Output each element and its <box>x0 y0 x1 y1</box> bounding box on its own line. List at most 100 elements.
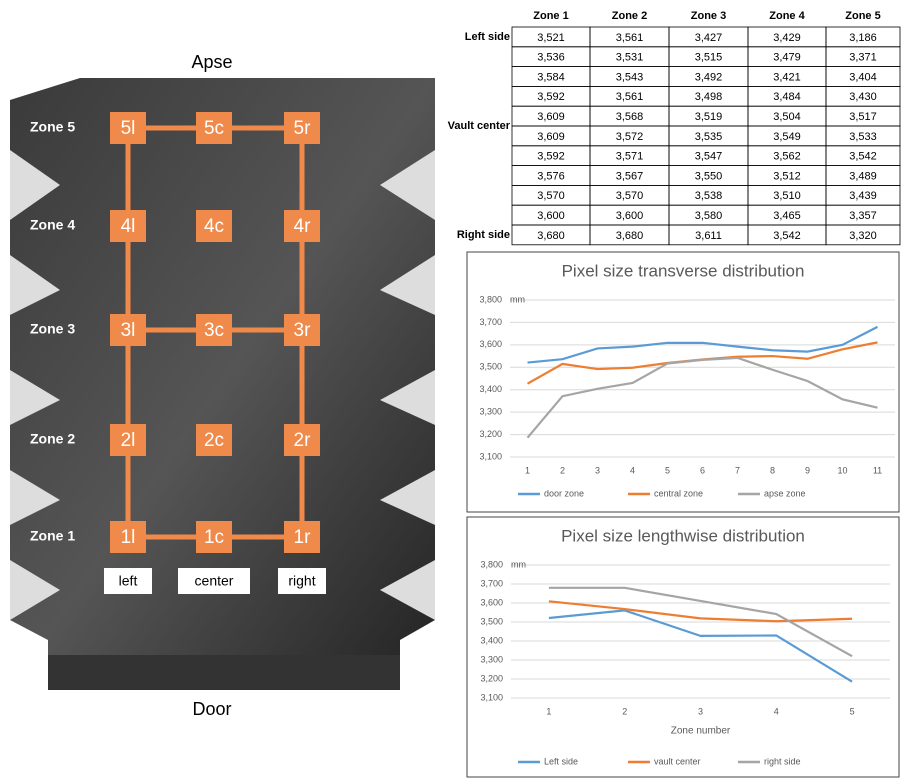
table-value: 3,600 <box>616 210 644 222</box>
y-tick-label: 3,300 <box>480 654 503 664</box>
x-tick-label: 9 <box>805 465 810 475</box>
table-value: 3,429 <box>773 32 801 44</box>
legend-label: apse zone <box>764 488 806 498</box>
x-axis-label: Zone number <box>671 726 731 737</box>
vault-photo <box>10 78 435 690</box>
table-value: 3,609 <box>537 111 565 123</box>
table-value: 3,542 <box>849 151 877 163</box>
table-value: 3,517 <box>849 111 877 123</box>
table-value: 3,570 <box>537 190 565 202</box>
table-value: 3,570 <box>616 190 644 202</box>
table-value: 3,549 <box>773 131 801 143</box>
table-value: 3,576 <box>537 170 565 182</box>
table-value: 3,536 <box>537 52 565 64</box>
y-axis-unit: mm <box>511 559 526 569</box>
x-tick-label: 11 <box>873 465 882 475</box>
y-tick-label: 3,200 <box>479 429 502 439</box>
zone-label: Zone 3 <box>30 321 75 337</box>
table-value: 3,357 <box>849 210 877 222</box>
table-value: 3,519 <box>695 111 723 123</box>
legend-label: door zone <box>544 488 584 498</box>
table-value: 3,421 <box>773 71 801 83</box>
zone-label: Zone 5 <box>30 119 75 135</box>
table-value: 3,521 <box>537 32 565 44</box>
door-label: Door <box>192 699 231 719</box>
table-value: 3,531 <box>616 52 644 64</box>
y-tick-label: 3,100 <box>479 451 502 461</box>
table-value: 3,533 <box>849 131 877 143</box>
x-tick-label: 5 <box>850 706 855 716</box>
table-value: 3,439 <box>849 190 877 202</box>
table-value: 3,510 <box>773 190 801 202</box>
table-value: 3,680 <box>616 230 644 242</box>
apse-label: Apse <box>191 52 232 72</box>
table-value: 3,611 <box>695 230 722 242</box>
column-label: center <box>195 573 234 589</box>
table-header: Zone 3 <box>691 10 726 22</box>
column-label: left <box>119 573 138 589</box>
table-value: 3,592 <box>537 151 565 163</box>
legend-label: vault center <box>654 756 701 766</box>
x-tick-label: 6 <box>700 465 705 475</box>
node-label: 1r <box>294 527 312 548</box>
legend-label: Left side <box>544 756 578 766</box>
table-value: 3,538 <box>695 190 723 202</box>
node-label: 5l <box>121 118 136 139</box>
node-label: 3c <box>204 320 224 341</box>
x-tick-label: 7 <box>735 465 740 475</box>
table-value: 3,547 <box>695 151 723 163</box>
y-tick-label: 3,800 <box>480 559 503 569</box>
row-label: Vault center <box>448 120 511 132</box>
row-label: Right side <box>457 229 510 241</box>
table-value: 3,543 <box>616 71 644 83</box>
table-header: Zone 2 <box>612 10 647 22</box>
table-value: 3,580 <box>695 210 723 222</box>
table-value: 3,561 <box>616 32 644 44</box>
x-tick-label: 10 <box>837 465 847 475</box>
node-label: 5c <box>204 118 224 139</box>
node-label: 3l <box>121 320 136 341</box>
y-tick-label: 3,200 <box>480 673 503 683</box>
node-label: 5r <box>294 118 312 139</box>
chart-title: Pixel size transverse distribution <box>562 261 805 280</box>
x-tick-label: 2 <box>622 706 627 716</box>
table-value: 3,535 <box>695 131 723 143</box>
table-value: 3,572 <box>616 131 644 143</box>
y-tick-label: 3,700 <box>480 578 503 588</box>
x-tick-label: 1 <box>546 706 551 716</box>
node-label: 4l <box>121 216 136 237</box>
table-value: 3,567 <box>616 170 644 182</box>
table-value: 3,609 <box>537 131 565 143</box>
legend-label: central zone <box>654 488 703 498</box>
table-header: Zone 4 <box>769 10 805 22</box>
table-value: 3,512 <box>773 170 801 182</box>
zone-label: Zone 2 <box>30 431 75 447</box>
table-value: 3,561 <box>616 91 644 103</box>
y-tick-label: 3,400 <box>479 384 502 394</box>
table-header: Zone 1 <box>533 10 568 22</box>
table-header: Zone 5 <box>845 10 880 22</box>
table-value: 3,484 <box>773 91 801 103</box>
table-value: 3,320 <box>849 230 877 242</box>
figure: Apse Door Zone 5 Zone 4 Zone 3 Zone 2 Zone 1… <box>0 0 901 780</box>
table-value: 3,430 <box>849 91 877 103</box>
table-value: 3,492 <box>695 71 723 83</box>
column-label: right <box>288 573 315 589</box>
node-label: 1c <box>204 527 224 548</box>
node-label: 3r <box>294 320 312 341</box>
y-tick-label: 3,600 <box>480 597 503 607</box>
x-tick-label: 8 <box>770 465 775 475</box>
y-tick-label: 3,500 <box>480 616 503 626</box>
table-value: 3,680 <box>537 230 565 242</box>
table-value: 3,479 <box>773 52 801 64</box>
y-tick-label: 3,300 <box>479 407 502 417</box>
table-value: 3,404 <box>849 71 877 83</box>
table-value: 3,498 <box>695 91 723 103</box>
table-value: 3,550 <box>695 170 723 182</box>
x-tick-label: 3 <box>595 465 600 475</box>
zone-label: Zone 4 <box>30 217 75 233</box>
table-value: 3,371 <box>849 52 877 64</box>
y-tick-label: 3,700 <box>479 317 502 327</box>
y-tick-label: 3,600 <box>479 339 502 349</box>
x-tick-label: 4 <box>774 706 779 716</box>
